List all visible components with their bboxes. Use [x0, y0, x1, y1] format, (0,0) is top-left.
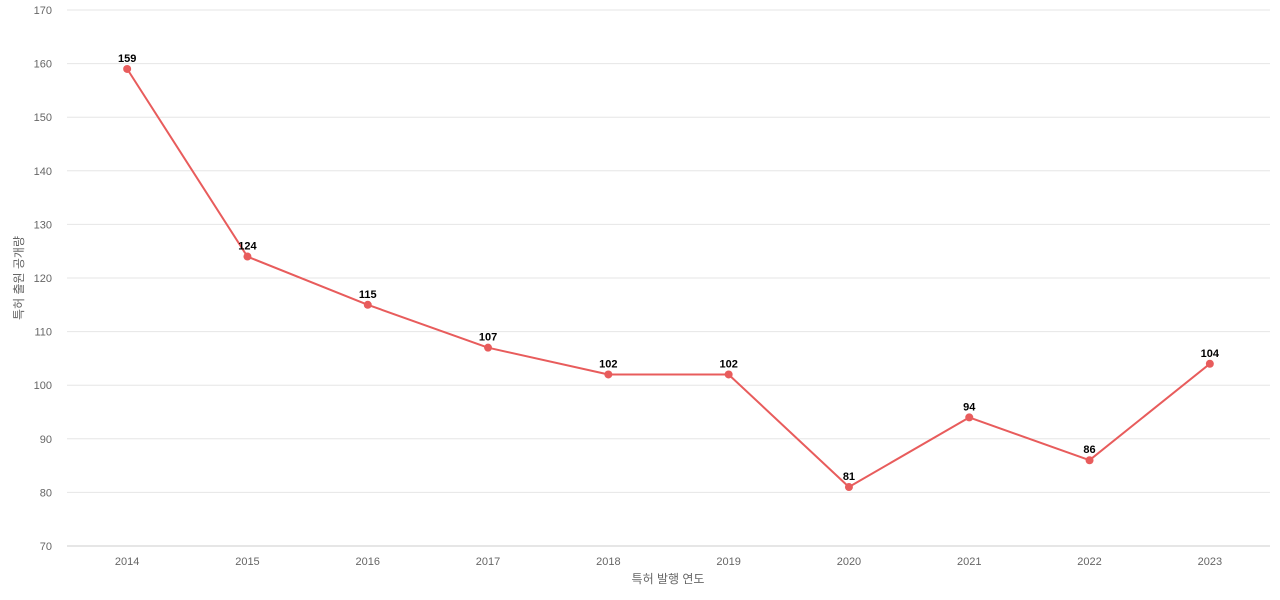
- data-label: 107: [479, 332, 497, 344]
- data-label: 102: [719, 358, 737, 370]
- data-label: 81: [843, 471, 855, 483]
- series-line: [126, 68, 1211, 488]
- y-tick-label: 150: [34, 112, 52, 124]
- x-tick-label: 2017: [476, 556, 500, 568]
- x-tick-label: 2015: [235, 556, 259, 568]
- grid-layer: [67, 9, 1270, 547]
- x-tick-label: 2018: [596, 556, 620, 568]
- y-tick-label: 120: [34, 273, 52, 285]
- x-tick-label: 2019: [716, 556, 740, 568]
- x-axis-title: 특허 발행 연도: [632, 571, 705, 586]
- data-label: 102: [599, 358, 617, 370]
- data-point: [1085, 456, 1094, 465]
- data-point: [243, 252, 252, 261]
- data-point: [363, 300, 372, 309]
- y-tick-label: 130: [34, 219, 52, 231]
- x-axis: 2014 2015 2016 2017 2018 2019 2020 2021 2022 2023: [115, 556, 1222, 568]
- y-axis: 70 80 90 100 110 120 130 140 150 160 170: [34, 5, 52, 553]
- data-point: [123, 64, 132, 73]
- y-tick-label: 90: [40, 434, 52, 446]
- x-tick-label: 2020: [837, 556, 861, 568]
- y-tick-label: 80: [40, 487, 52, 499]
- y-tick-label: 100: [34, 380, 52, 392]
- data-label: 115: [359, 289, 377, 301]
- data-point: [965, 413, 974, 422]
- x-tick-label: 2022: [1077, 556, 1101, 568]
- y-tick-label: 110: [34, 327, 52, 339]
- x-tick-label: 2014: [115, 556, 139, 568]
- data-point: [844, 483, 853, 492]
- y-axis-title: 특허 출원 공개량: [12, 236, 26, 320]
- data-label-layer: 159 124 115 107 102 102 81 94 86 104: [118, 53, 1220, 483]
- y-tick-label: 160: [34, 59, 52, 71]
- y-tick-label: 70: [40, 541, 52, 553]
- data-point: [484, 343, 493, 352]
- y-tick-label: 170: [34, 5, 52, 17]
- data-label: 104: [1201, 348, 1220, 360]
- series-layer: [123, 64, 1214, 492]
- data-label: 124: [238, 241, 257, 253]
- x-tick-label: 2016: [356, 556, 380, 568]
- data-point: [1205, 359, 1214, 368]
- data-point: [724, 370, 733, 379]
- data-point: [604, 370, 613, 379]
- x-tick-label: 2023: [1198, 556, 1222, 568]
- data-label: 159: [118, 53, 136, 65]
- data-label: 94: [963, 401, 976, 413]
- data-label: 86: [1083, 444, 1095, 456]
- x-tick-label: 2021: [957, 556, 981, 568]
- y-tick-label: 140: [34, 166, 52, 178]
